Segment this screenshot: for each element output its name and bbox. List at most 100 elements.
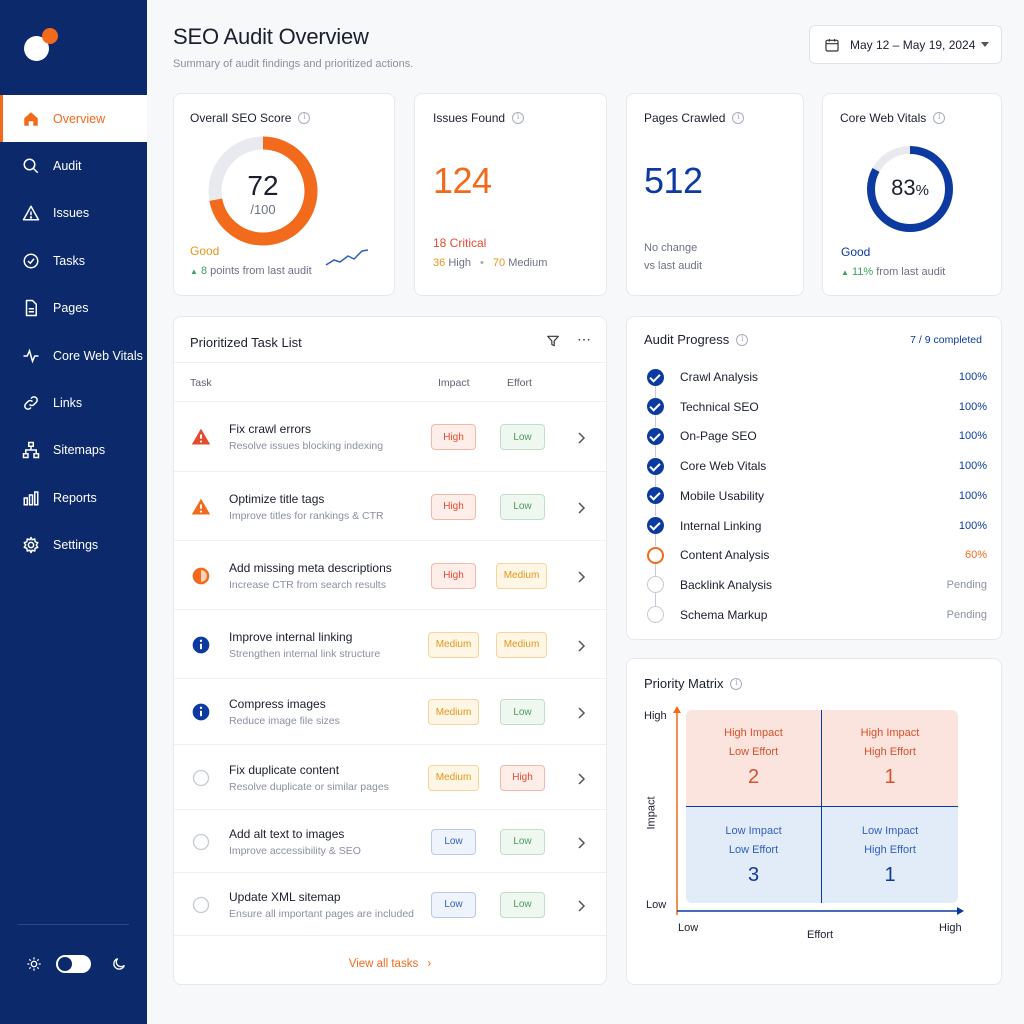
sidebar-item-label: Issues (53, 206, 90, 221)
gear-icon (23, 536, 39, 554)
sidebar-item-issues[interactable]: Issues (0, 190, 147, 237)
step-value: 100% (958, 371, 987, 383)
quad-count: 2 (747, 766, 760, 788)
info-icon[interactable] (736, 333, 749, 346)
chevron-right-icon[interactable] (576, 431, 586, 444)
sidebar-item-links[interactable]: Links (0, 379, 147, 426)
pulse-icon (23, 348, 39, 364)
quad-low-impact-high-effort[interactable]: Low Impact High Effort 1 (822, 822, 958, 885)
step-value: 60% (964, 549, 987, 562)
info-icon (191, 635, 211, 655)
pages-note: No change (644, 242, 698, 254)
task-row[interactable]: Update XML sitemap Ensure all important p… (174, 873, 606, 936)
seo-score-card: Overall SEO Score 72 /100 Good ▲ 8 point… (173, 93, 395, 296)
chevron-right-icon[interactable] (576, 899, 586, 912)
sidebar-item-label: Audit (53, 159, 82, 174)
progress-step: Core Web Vitals 100% (647, 457, 987, 475)
step-value: 100% (958, 460, 987, 473)
chevron-right-icon[interactable] (576, 570, 586, 583)
step-connector (655, 533, 656, 547)
seo-score-change-value: 8 (200, 265, 208, 277)
check-circle-icon (647, 487, 664, 505)
impact-badge: High (431, 424, 476, 450)
chevron-right-icon[interactable] (576, 706, 586, 719)
cwv-value: 83% (865, 175, 955, 201)
info-icon[interactable] (512, 112, 525, 124)
sidebar-item-overview[interactable]: Overview (0, 95, 147, 143)
info-icon[interactable] (730, 677, 743, 690)
chevron-right-icon[interactable] (576, 772, 586, 785)
theme-toggle[interactable] (56, 955, 91, 973)
progress-done: 7 (910, 334, 917, 346)
logo (24, 26, 64, 66)
sidebar-item-tasks[interactable]: Tasks (0, 237, 147, 284)
task-row[interactable]: Add alt text to images Improve accessibil… (174, 810, 606, 873)
sidebar-item-label: Sitemaps (53, 443, 106, 458)
date-range-picker[interactable]: May 12 – May 19, 2024 (809, 25, 1002, 64)
issues-value: 124 (433, 160, 492, 201)
warning-icon (22, 205, 40, 221)
progress-step: Internal Linking 100% (647, 517, 987, 535)
task-description: Increase CTR from search results (229, 578, 386, 591)
step-name: Mobile Usability (680, 488, 765, 503)
card-title: Prioritized Task List (190, 335, 302, 350)
task-row[interactable]: Compress images Reduce image file sizes Me… (174, 679, 606, 745)
step-value: Pending (946, 608, 987, 621)
filter-icon[interactable] (546, 334, 560, 348)
info-icon[interactable] (933, 112, 946, 124)
in-progress-circle-icon (647, 546, 664, 564)
high-count: 36 (433, 257, 446, 269)
sidebar-item-sitemaps[interactable]: Sitemaps (0, 427, 147, 474)
quad-high-impact-low-effort[interactable]: High Impact Low Effort 2 (686, 724, 821, 787)
seo-score-change-text: points from last audit (210, 265, 312, 277)
chevron-right-icon[interactable] (576, 836, 586, 849)
effort-badge: Medium (496, 562, 547, 589)
cwv-status: Good (841, 245, 871, 259)
sidebar-item-label: Reports (53, 490, 97, 505)
task-list-card: Prioritized Task List ⋯ Task Impact Effo… (173, 316, 607, 985)
chevron-right-icon[interactable] (576, 501, 586, 514)
task-row[interactable]: Optimize title tags Improve titles for ra… (174, 472, 606, 541)
trend-sparkline-icon (325, 249, 369, 266)
task-description: Resolve issues blocking indexing (229, 440, 384, 452)
cwv-change-value: 11% (851, 266, 874, 278)
moon-icon (113, 958, 125, 970)
step-name: Backlink Analysis (680, 577, 773, 592)
sidebar-item-core-web-vitals[interactable]: Core Web Vitals (0, 332, 147, 379)
quad-label: Low Impact (861, 825, 919, 837)
task-row[interactable]: Improve internal linking Strengthen inter… (174, 610, 606, 679)
page-title: SEO Audit Overview (173, 24, 369, 49)
info-icon[interactable] (298, 112, 311, 124)
quad-label: Low Effort (728, 844, 779, 856)
quad-low-impact-low-effort[interactable]: Low Impact Low Effort 3 (686, 822, 821, 885)
impact-badge: Medium (428, 764, 479, 791)
quad-high-impact-high-effort[interactable]: High Impact High Effort 1 (822, 724, 958, 787)
impact-badge: Medium (428, 699, 479, 725)
info-icon[interactable] (732, 112, 745, 124)
up-arrow-icon: ▲ (190, 267, 198, 276)
view-all-label: View all tasks (348, 958, 419, 970)
task-row[interactable]: Fix crawl errors Resolve issues blocking … (174, 402, 606, 472)
quad-label: High Effort (864, 844, 916, 856)
task-name: Add missing meta descriptions (229, 560, 392, 575)
step-connector (655, 563, 656, 576)
pending-circle-icon (647, 576, 664, 594)
audit-progress-card: Audit Progress 7 / 9 completed Crawl Ana… (626, 316, 1002, 640)
high-label: High (448, 257, 471, 269)
effort-badge: Low (500, 699, 545, 725)
sidebar-item-settings[interactable]: Settings (0, 522, 147, 569)
step-connector (655, 385, 656, 398)
sidebar: Overview Audit Issues Tasks Pages Core W… (0, 0, 147, 1024)
check-circle-icon (647, 427, 664, 445)
view-all-tasks-link[interactable]: View all tasks › (174, 958, 606, 970)
card-title: Pages Crawled (644, 111, 745, 125)
sidebar-item-pages[interactable]: Pages (0, 285, 147, 332)
search-icon (23, 158, 39, 174)
task-row[interactable]: Add missing meta descriptions Increase CT… (174, 541, 606, 610)
sidebar-item-audit[interactable]: Audit (0, 142, 147, 189)
chevron-right-icon[interactable] (576, 639, 586, 652)
more-options-icon[interactable]: ⋯ (577, 331, 592, 347)
medium-label: Medium (508, 257, 548, 269)
task-row[interactable]: Fix duplicate content Resolve duplicate o… (174, 745, 606, 810)
sidebar-item-reports[interactable]: Reports (0, 474, 147, 521)
